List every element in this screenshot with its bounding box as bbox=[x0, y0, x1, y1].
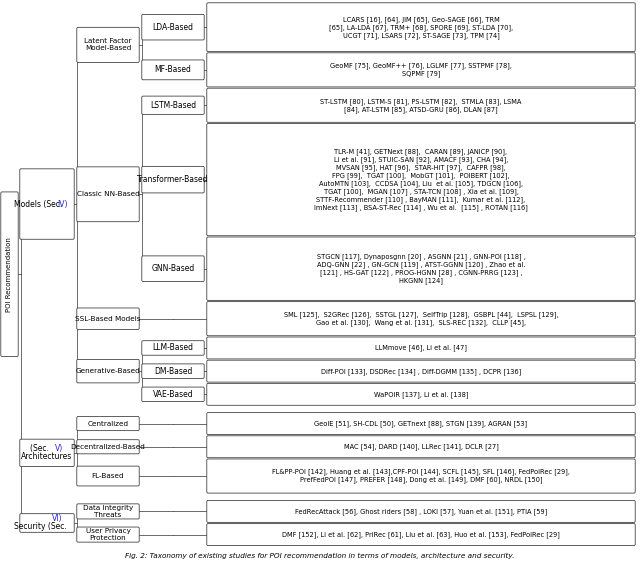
Text: POI Recommendation: POI Recommendation bbox=[6, 236, 13, 311]
Text: LDA-Based: LDA-Based bbox=[152, 23, 193, 32]
FancyBboxPatch shape bbox=[77, 308, 140, 329]
Text: Fig. 2: Taxonomy of existing studies for POI recommendation in terms of models, : Fig. 2: Taxonomy of existing studies for… bbox=[125, 553, 515, 559]
Text: FL&PP-POI [142], Huang et al. [143],CPF-POI [144], SCFL [145], SFL [146], FedPoi: FL&PP-POI [142], Huang et al. [143],CPF-… bbox=[272, 468, 570, 484]
FancyBboxPatch shape bbox=[207, 413, 636, 435]
FancyBboxPatch shape bbox=[207, 383, 636, 405]
FancyBboxPatch shape bbox=[142, 96, 204, 114]
FancyBboxPatch shape bbox=[207, 524, 636, 546]
FancyBboxPatch shape bbox=[20, 513, 74, 532]
FancyBboxPatch shape bbox=[207, 436, 636, 458]
Text: IV): IV) bbox=[57, 199, 67, 208]
FancyBboxPatch shape bbox=[142, 60, 204, 80]
Text: FL-Based: FL-Based bbox=[92, 473, 124, 479]
Text: User Privacy
Protection: User Privacy Protection bbox=[86, 528, 131, 541]
Text: Latent Factor
Model-Based: Latent Factor Model-Based bbox=[84, 38, 132, 51]
Text: Transformer-Based: Transformer-Based bbox=[137, 175, 209, 184]
Text: Generative-Based: Generative-Based bbox=[76, 368, 140, 374]
FancyBboxPatch shape bbox=[207, 53, 636, 87]
FancyBboxPatch shape bbox=[77, 359, 140, 383]
FancyBboxPatch shape bbox=[20, 169, 74, 239]
Text: WaPOIR [137], Li et al. [138]: WaPOIR [137], Li et al. [138] bbox=[374, 391, 468, 397]
Text: LLM-Based: LLM-Based bbox=[152, 343, 193, 352]
Text: STGCN [117], Dynaposgnn [20] , ASGNN [21] , GNN-POI [118] ,
ADQ-GNN [22] , GN-GC: STGCN [117], Dynaposgnn [20] , ASGNN [21… bbox=[317, 253, 525, 284]
FancyBboxPatch shape bbox=[142, 387, 204, 401]
Text: VI): VI) bbox=[52, 515, 62, 524]
Text: (Sec.: (Sec. bbox=[30, 444, 52, 453]
Text: Models (Sec.: Models (Sec. bbox=[13, 199, 64, 208]
Text: LCARS [16], [64], JIM [65], Geo-SAGE [66], TRM
[65], LA-LDA [67], TRM+ [68], SPO: LCARS [16], [64], JIM [65], Geo-SAGE [66… bbox=[329, 16, 513, 38]
Text: MAC [54], DARD [140], LLRec [141], DCLR [27]: MAC [54], DARD [140], LLRec [141], DCLR … bbox=[344, 444, 499, 450]
FancyBboxPatch shape bbox=[207, 501, 636, 522]
Text: FedRecAttack [56], Ghost riders [58] , LOKI [57], Yuan et al. [151], PTIA [59]: FedRecAttack [56], Ghost riders [58] , L… bbox=[295, 508, 547, 515]
Text: GeoMF [75], GeoMF++ [76], LGLMF [77], SSTPMF [78],
SQPMF [79]: GeoMF [75], GeoMF++ [76], LGLMF [77], SS… bbox=[330, 62, 512, 77]
Text: ST-LSTM [80], LSTM-S [81], PS-LSTM [82],  STMLA [83], LSMA
[84], AT-LSTM [85], A: ST-LSTM [80], LSTM-S [81], PS-LSTM [82],… bbox=[320, 98, 522, 113]
Text: TLR-M [41], GETNext [88],  CARAN [89], JANICP [90],
Li et al. [91], STUIC-SAN [9: TLR-M [41], GETNext [88], CARAN [89], JA… bbox=[314, 148, 528, 211]
Text: Data Integrity
Threats: Data Integrity Threats bbox=[83, 505, 133, 518]
Text: SSL-Based Models: SSL-Based Models bbox=[76, 316, 141, 321]
Text: LLMmove [46], Li et al. [47]: LLMmove [46], Li et al. [47] bbox=[375, 345, 467, 351]
FancyBboxPatch shape bbox=[207, 302, 636, 336]
FancyBboxPatch shape bbox=[207, 88, 636, 122]
FancyBboxPatch shape bbox=[142, 166, 204, 193]
Text: Architectures: Architectures bbox=[21, 452, 72, 461]
FancyBboxPatch shape bbox=[142, 256, 204, 282]
Text: GeoIE [51], SH-CDL [50], GETnext [88], STGN [139], AGRAN [53]: GeoIE [51], SH-CDL [50], GETnext [88], S… bbox=[314, 420, 527, 427]
FancyBboxPatch shape bbox=[77, 527, 140, 542]
FancyBboxPatch shape bbox=[77, 167, 140, 222]
FancyBboxPatch shape bbox=[207, 237, 636, 301]
FancyBboxPatch shape bbox=[207, 123, 636, 236]
FancyBboxPatch shape bbox=[77, 417, 140, 431]
Text: Security (Sec.: Security (Sec. bbox=[15, 522, 70, 531]
Text: Decentralized-Based: Decentralized-Based bbox=[70, 444, 145, 450]
FancyBboxPatch shape bbox=[77, 466, 140, 486]
FancyBboxPatch shape bbox=[207, 360, 636, 382]
Text: Diff-POI [133], DSDRec [134] , Diff-DGMM [135] , DCPR [136]: Diff-POI [133], DSDRec [134] , Diff-DGMM… bbox=[321, 368, 521, 374]
FancyBboxPatch shape bbox=[20, 439, 74, 467]
FancyBboxPatch shape bbox=[77, 28, 140, 62]
Text: Centralized: Centralized bbox=[88, 421, 129, 427]
Text: VAE-Based: VAE-Based bbox=[153, 390, 193, 399]
Text: DM-Based: DM-Based bbox=[154, 367, 192, 376]
FancyBboxPatch shape bbox=[142, 341, 204, 355]
FancyBboxPatch shape bbox=[142, 364, 204, 378]
Text: LSTM-Based: LSTM-Based bbox=[150, 101, 196, 110]
Text: DMF [152], Li et al. [62], PriRec [61], Liu et al. [63], Huo et al. [153], FedPo: DMF [152], Li et al. [62], PriRec [61], … bbox=[282, 531, 560, 538]
FancyBboxPatch shape bbox=[77, 440, 140, 454]
FancyBboxPatch shape bbox=[207, 3, 636, 52]
Text: V): V) bbox=[55, 444, 63, 453]
Text: GNN-Based: GNN-Based bbox=[152, 264, 195, 273]
FancyBboxPatch shape bbox=[207, 337, 636, 359]
FancyBboxPatch shape bbox=[1, 192, 18, 356]
FancyBboxPatch shape bbox=[142, 15, 204, 40]
Text: MF-Based: MF-Based bbox=[155, 65, 191, 74]
Text: SML [125],  S2GRec [126],  SSTGL [127],  SelfTrip [128],  GSBPL [44],  LSPSL [12: SML [125], S2GRec [126], SSTGL [127], Se… bbox=[284, 311, 558, 326]
FancyBboxPatch shape bbox=[77, 504, 140, 519]
FancyBboxPatch shape bbox=[207, 459, 636, 493]
Text: Classic NN-Based: Classic NN-Based bbox=[77, 191, 140, 197]
